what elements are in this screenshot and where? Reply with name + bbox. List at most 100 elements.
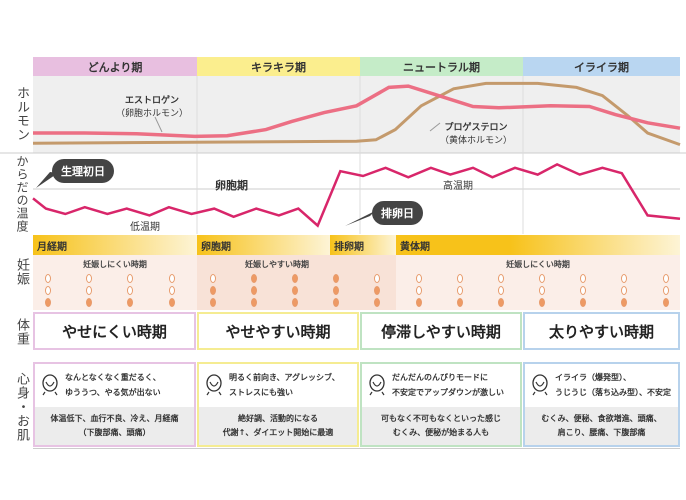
egg-icon: [580, 274, 587, 283]
egg-icon: [456, 274, 463, 283]
egg-icon: [456, 286, 463, 295]
bottom-divider: [33, 448, 680, 449]
mind-line: うじうじ（落ち込み型）、不安定: [555, 388, 671, 397]
egg-icon: [497, 274, 504, 283]
body-line: 可もなく不可もなくといった感じ: [381, 414, 501, 423]
ovulation-day-bubble: 排卵日: [372, 201, 423, 225]
face-icon: [369, 374, 385, 396]
phase-header-neutral: ニュートラル期: [360, 57, 523, 76]
body-line: 代謝↑、ダイエット開始に最適: [222, 428, 334, 437]
mind-line: だんだんのんびりモードに: [392, 373, 488, 382]
estrogen-name: エストロゲン: [125, 96, 180, 106]
body-line: 絶好調、活動的になる: [238, 414, 318, 423]
easy-period-label: 妊娠しやすい時期: [245, 260, 309, 269]
estrogen-label: エストロゲン （卵胞ホルモン）: [116, 93, 188, 119]
egg-icon: [662, 274, 669, 283]
weight-box-1: やせにくい時期: [33, 312, 196, 350]
phase-bar-menstrual: 月経期: [33, 235, 197, 255]
row-label-mind: 心身・お肌: [14, 372, 29, 442]
egg-icon: [497, 286, 504, 295]
face-icon: [532, 374, 548, 396]
progesterone-line: [32, 81, 681, 147]
egg-icon: [415, 298, 422, 307]
egg-icon: [127, 298, 134, 307]
egg-icon: [45, 286, 51, 295]
egg-icon: [168, 286, 175, 295]
progesterone-name: プロゲステロン: [444, 123, 508, 133]
pregnancy-bg: [396, 255, 680, 310]
mind-text: 明るく前向き、アグレッシブ、 ストレスにも強い: [229, 370, 340, 400]
weight-box-4: 太りやすい時期: [523, 312, 680, 350]
phase-bar-follicular: 卵胞期: [197, 235, 330, 255]
egg-icon: [127, 274, 134, 283]
egg-icon: [168, 298, 175, 307]
egg-icon: [45, 274, 51, 283]
row-label-weight: 体重: [14, 318, 29, 346]
row-label-temperature: からだの温度: [15, 155, 29, 233]
hard-period-label: 妊娠しにくい時期: [83, 260, 147, 269]
egg-icon: [539, 274, 546, 283]
egg-icon: [333, 274, 340, 283]
body-line: むくみ、便秘、食欲増進、頭痛、: [541, 414, 662, 423]
body-text: 可もなく不可もなくといった感じ むくみ、便秘が始まる人も: [362, 407, 520, 445]
egg-icon: [621, 298, 628, 307]
first-day-bubble: 生理初日: [52, 159, 114, 183]
egg-icon: [209, 298, 216, 307]
egg-icon: [45, 298, 51, 307]
hard-period-label-2: 妊娠しにくい時期: [506, 260, 570, 269]
egg-icon: [333, 298, 340, 307]
face-icon: [42, 374, 58, 396]
body-text: むくみ、便秘、食欲増進、頭痛、 肩こり、腰痛、下腹部痛: [525, 407, 678, 445]
egg-icon: [333, 286, 340, 295]
egg-icon: [86, 286, 93, 295]
phase-header-donyori: どんより期: [33, 57, 197, 76]
egg-icon: [621, 274, 628, 283]
mind-line: ゆううつ、やる気が出ない: [65, 388, 161, 397]
mind-line: ストレスにも強い: [229, 388, 293, 397]
egg-icon: [209, 286, 216, 295]
egg-icon: [127, 286, 134, 295]
low-temp-label: 低温期: [130, 222, 160, 233]
mind-text: なんとなくなく重だるく、 ゆううつ、やる気が出ない: [65, 370, 161, 400]
egg-icon: [456, 298, 463, 307]
mind-text: イライラ（爆発型）、 うじうじ（落ち込み型）、不安定: [555, 370, 671, 400]
egg-icon: [250, 274, 257, 283]
mind-line: なんとなくなく重だるく、: [65, 373, 161, 382]
body-line: 体温低下、血行不良、冷え、月経痛: [50, 414, 179, 423]
temperature-line: [32, 163, 681, 228]
estrogen-line: [33, 84, 681, 139]
egg-icon: [250, 298, 257, 307]
mind-box-1: なんとなくなく重だるく、 ゆううつ、やる気が出ない 体温低下、血行不良、冷え、月経…: [33, 362, 196, 447]
egg-icon: [415, 286, 422, 295]
body-line: むくみ、便秘が始まる人も: [392, 428, 490, 437]
weight-box-3: 停滞しやすい時期: [360, 312, 522, 350]
progesterone-label: プロゲステロン （黄体ホルモン）: [440, 120, 512, 146]
mind-box-3: だんだんのんびりモードに 不安定でアップダウンが激しい 可もなく不可もなくといった…: [360, 362, 522, 447]
body-line: （下腹部痛、頭痛）: [78, 428, 151, 437]
follicular-label: 卵胞期: [215, 179, 248, 192]
progesterone-pointer: [429, 122, 441, 132]
mind-box-2: 明るく前向き、アグレッシブ、 ストレスにも強い 絶好調、活動的になる代謝↑、ダイエ…: [197, 362, 359, 447]
egg-icon: [497, 298, 504, 307]
egg-icon: [580, 286, 587, 295]
body-text: 体温低下、血行不良、冷え、月経痛 （下腹部痛、頭痛）: [35, 407, 194, 445]
egg-icon: [374, 286, 381, 295]
high-temp-label: 高温期: [443, 181, 473, 192]
phase-bar-ovulation: 排卵期: [330, 235, 396, 255]
egg-icon: [86, 298, 93, 307]
egg-icon: [209, 274, 216, 283]
egg-icon: [86, 274, 93, 283]
bubble-tail: [345, 211, 375, 226]
face-icon: [206, 374, 222, 396]
mind-text: だんだんのんびりモードに 不安定でアップダウンが激しい: [392, 370, 504, 400]
egg-icon: [292, 286, 299, 295]
body-text: 絶好調、活動的になる代謝↑、ダイエット開始に最適: [199, 407, 357, 445]
egg-icon: [539, 298, 546, 307]
egg-icon: [374, 274, 381, 283]
egg-icon: [621, 286, 628, 295]
weight-box-2: やせやすい時期: [197, 312, 359, 350]
egg-icon: [580, 298, 587, 307]
phase-header-iraira: イライラ期: [523, 57, 680, 76]
phase-bar-luteal: 黄体期: [396, 235, 680, 255]
